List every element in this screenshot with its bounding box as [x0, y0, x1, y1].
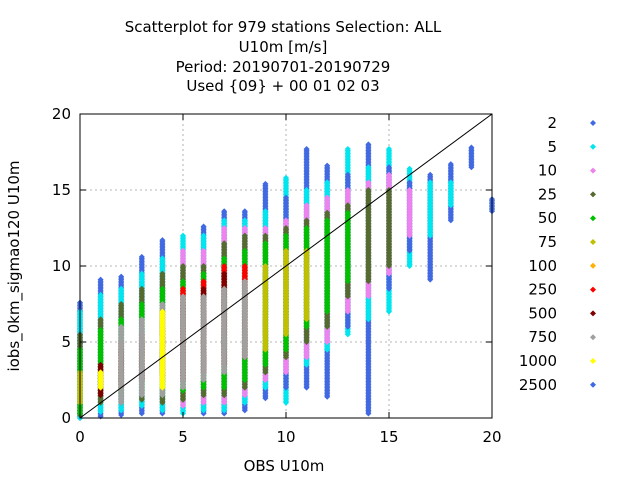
title-line-3: Period: 20190701-20190729 — [176, 58, 391, 76]
data-point — [97, 326, 104, 333]
data-point — [138, 270, 145, 277]
title-line-2: U10m [m/s] — [239, 38, 328, 56]
data-point — [97, 316, 104, 323]
data-point — [159, 255, 166, 262]
data-point — [118, 301, 125, 307]
data-point — [159, 285, 166, 292]
data-point — [97, 361, 104, 368]
data-point — [118, 285, 125, 292]
data-point — [138, 285, 145, 292]
data-points — [77, 141, 495, 421]
data-point — [97, 291, 104, 298]
data-point — [97, 276, 104, 283]
data-point — [118, 316, 125, 323]
title-line-4: Used {09} + 00 01 02 03 — [186, 77, 379, 95]
data-point — [159, 270, 166, 277]
data-point — [118, 273, 125, 280]
data-point — [118, 323, 125, 330]
data-point — [138, 253, 145, 260]
title-line-1: Scatterplot for 979 stations Selection: … — [125, 18, 442, 36]
data-point — [159, 237, 166, 244]
data-point — [138, 301, 145, 307]
data-point — [138, 316, 145, 323]
chart-title: Scatterplot for 979 stations Selection: … — [125, 18, 442, 95]
data-point — [97, 369, 104, 376]
